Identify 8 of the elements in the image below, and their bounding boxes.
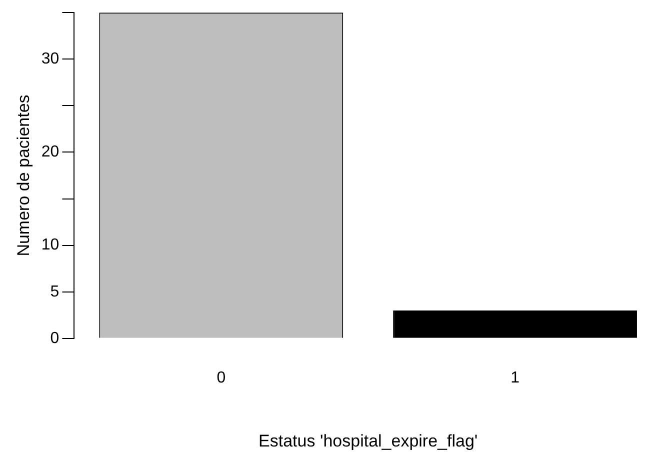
y-tick-label: 20 — [41, 144, 60, 161]
y-tick-label: 10 — [41, 236, 60, 254]
y-tick-label: 0 — [50, 330, 60, 347]
x-tick-label: 1 — [510, 369, 520, 386]
y-tick-label: 5 — [50, 283, 60, 300]
y-tick-label: 30 — [41, 50, 60, 68]
y-axis-title: Numero de pacientes — [14, 94, 33, 256]
x-axis-title: Estatus 'hospital_expire_flag' — [258, 431, 478, 450]
